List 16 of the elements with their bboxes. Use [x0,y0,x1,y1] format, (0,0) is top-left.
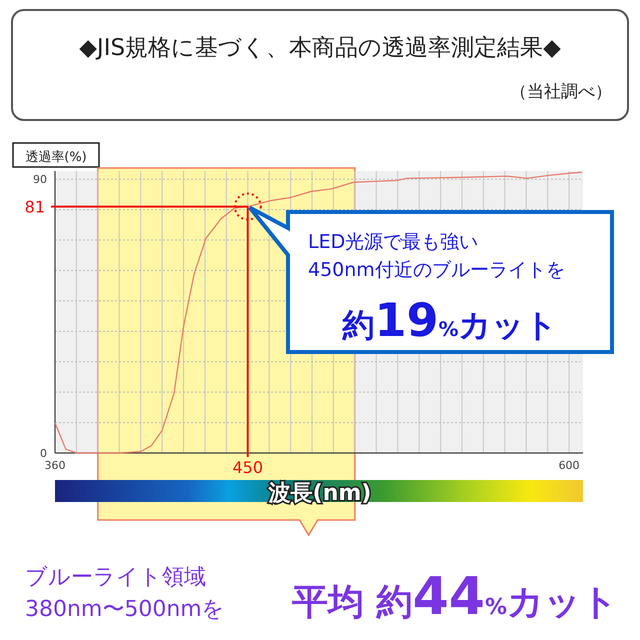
annotation: 約19%カット [341,293,558,347]
text: 平均 約44%カット [292,567,618,627]
y-tick-label: 0 [40,447,47,460]
text: 380nm〜500nmを [25,597,225,622]
annotation: LED光源で最も強い [308,231,478,253]
chart-subtitle: （当社調べ） [510,82,612,102]
x-tick-label: 600 [558,459,580,472]
x-tick-label: 360 [44,459,66,472]
text: ブルーライト領域 [25,565,206,590]
ref-line-label: 450 [232,458,264,477]
x-axis-title: 波長(nm) [268,481,372,506]
ref-line-label: 81 [24,198,45,217]
y-tick-label: 90 [33,173,47,186]
y-axis-title: 透過率(%) [25,149,87,165]
chart-title: ◆JIS規格に基づく、本商品の透過率測定結果◆ [79,35,562,61]
annotation: 450nm付近のブルーライトを [308,259,565,281]
